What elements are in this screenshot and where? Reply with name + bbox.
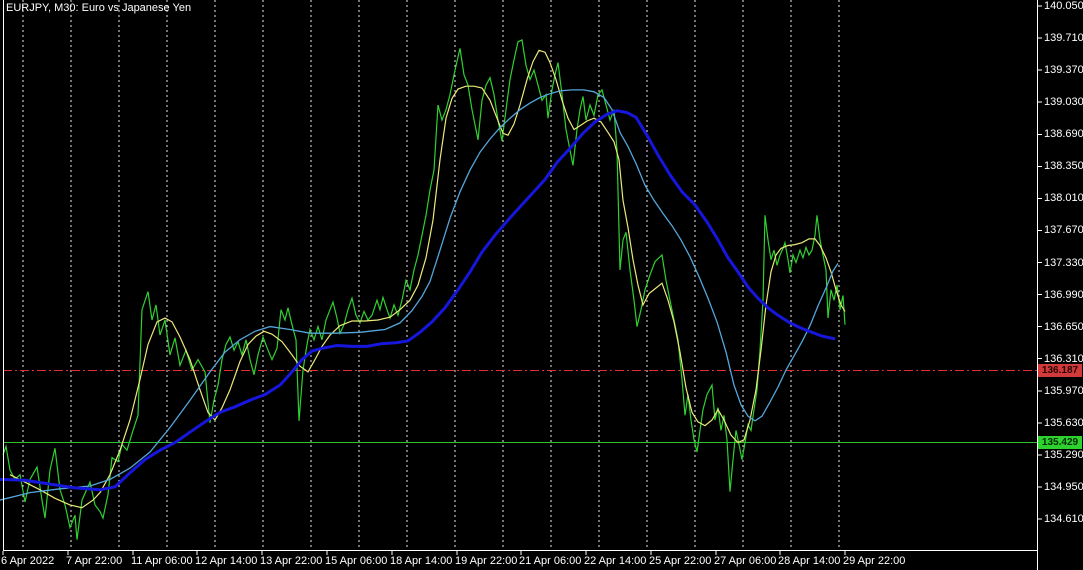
time-axis-label: 19 Apr 22:00 [455,555,518,567]
time-axis-label: 7 Apr 22:00 [66,555,123,567]
time-axis-label: 12 Apr 14:00 [195,555,258,567]
time-axis-label: 21 Apr 06:00 [519,555,582,567]
time-axis-label: 29 Apr 22:00 [843,555,906,567]
price-axis-label: 140.050 [1044,0,1083,12]
series-ma-slow-darkblue [0,109,836,492]
price-axis-label: 134.950 [1044,480,1083,493]
price-axis-label: 135.290 [1044,448,1083,461]
bid-price-line-badge: 136.187 [1038,364,1082,378]
price-axis-label: 136.650 [1044,320,1083,333]
time-axis-label: 13 Apr 22:00 [260,555,323,567]
price-axis-label: 136.310 [1044,352,1083,365]
time-axis-label: 11 Apr 06:00 [131,555,193,567]
time-axis-label: 28 Apr 14:00 [778,555,841,567]
price-axis-label: 134.610 [1044,513,1083,525]
time-axis-label: 6 Apr 2022 [1,555,55,567]
price-axis-label: 138.010 [1044,192,1083,205]
time-axis-label: 27 Apr 06:00 [714,555,777,567]
series-price [2,39,846,540]
price-axis-label: 139.370 [1044,64,1083,77]
price-axis-label: 137.330 [1044,256,1083,269]
price-axis-label: 135.970 [1044,384,1083,397]
price-axis-label: 137.670 [1044,224,1083,237]
series-ma-mid-lightblue [0,89,839,501]
price-axis-label: 139.030 [1044,96,1083,109]
price-axis-label: 136.990 [1044,288,1083,301]
price-axis-label: 135.630 [1044,416,1083,429]
time-axis-label: 25 Apr 22:00 [649,555,712,567]
chart-title: EURJPY, M30: Euro vs Japanese Yen [6,2,192,14]
price-axis-label: 138.690 [1044,128,1083,141]
time-axis-label: 18 Apr 14:00 [390,555,453,567]
price-axis-label: 138.350 [1044,160,1083,173]
time-axis-label: 15 Apr 06:00 [325,555,388,567]
price-axis-label: 139.710 [1044,32,1083,45]
series-ma-fast-yellow [9,49,846,509]
time-axis-label: 22 Apr 14:00 [584,555,647,567]
support-level-line-badge: 135.429 [1038,435,1082,449]
